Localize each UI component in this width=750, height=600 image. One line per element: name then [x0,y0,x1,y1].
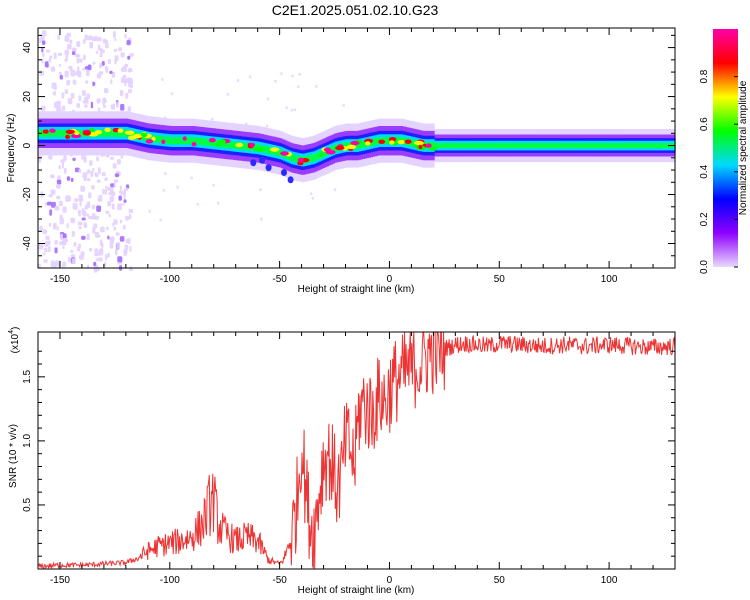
y-tick-label: 0.5 [22,498,33,512]
snr-panel: -150 -100 -50 0 50 100 0.5 1.0 1.5 Height of st… [8,327,676,596]
colorbar-tick-label: 0.4 [699,164,710,178]
spectrogram-panel: -150 -100 -50 0 50 100 -40 -20 0 20 40 Height of … [6,27,676,295]
colorbar-tick-label: 0.2 [699,212,710,226]
snr-x-axis-label: Height of straight line (km) [298,585,415,596]
y-tick-label: -40 [22,236,33,251]
colorbar-label: Normalized spectral amplitude [738,80,749,215]
x-tick-label: 100 [601,274,618,285]
x-tick-label: -50 [272,274,287,285]
x-tick-label: -50 [272,575,287,586]
colorbar-tick-label: 0.6 [699,117,710,131]
snr-x-ticks: -150 -100 -50 0 50 100 [37,332,676,586]
snr-plot-area [38,332,675,569]
x-tick-label: 50 [494,575,506,586]
snr-frame [37,331,676,570]
snr-multiplier: (x104) [8,327,21,354]
spectrogram-heatmap [38,30,676,273]
y-tick-label: 0 [22,142,33,148]
y-tick-label: 40 [22,42,33,54]
colorbar-ticks: 0.0 0.2 0.4 0.6 0.8 [699,69,738,274]
snr-multiplier-base: (x10 [10,333,21,353]
figure-title: C2E1.2025.051.02.10.G23 [272,2,439,18]
spectrogram-x-ticks: -150 -100 -50 0 50 100 [37,28,676,285]
x-tick-label: 50 [494,274,506,285]
colorbar-tick-label: 0.0 [699,260,710,274]
colorbar-tick-label: 0.8 [699,69,710,83]
snr-series-layer [37,331,676,570]
x-tick-label: -100 [160,575,180,586]
snr-series-line [37,331,676,570]
x-tick-label: -100 [160,274,180,285]
x-tick-label: 0 [387,575,393,586]
snr-multiplier-exponent: 4 [8,330,15,334]
svg-text:(x104): (x104) [8,327,21,354]
colorbar-gradient [713,29,738,267]
y-tick-label: 1.0 [22,434,33,448]
spectrogram-x-axis-label: Height of straight line (km) [298,284,415,295]
x-tick-label: 0 [387,274,393,285]
snr-y-ticks: 0.5 1.0 1.5 [22,350,675,557]
x-tick-label: -150 [50,575,70,586]
x-tick-label: -150 [50,274,70,285]
spectrogram-y-axis-label: Frequency (Hz) [6,114,17,183]
spectrogram-y-ticks: -40 -20 0 20 40 [22,34,675,269]
y-tick-label: 1.5 [22,369,33,383]
y-tick-label: -20 [22,187,33,202]
colorbar: 0.0 0.2 0.4 0.6 0.8 Normalized spectral ampl… [699,29,749,274]
y-tick-label: 20 [22,91,33,103]
spectrogram-frame [37,27,676,269]
x-tick-label: 100 [601,575,618,586]
snr-y-axis-label: SNR (10 * v/v) [8,424,19,488]
